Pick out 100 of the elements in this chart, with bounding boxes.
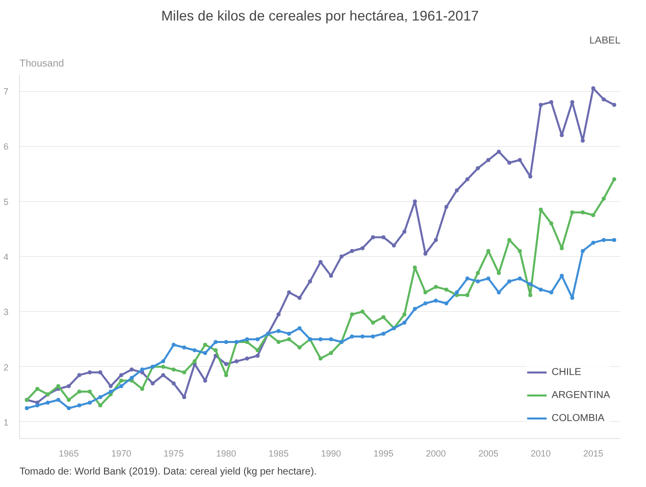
point	[402, 320, 406, 325]
point	[507, 279, 512, 284]
point	[350, 334, 354, 338]
point	[507, 238, 512, 242]
point	[465, 177, 470, 182]
point	[35, 386, 40, 391]
x-tick-label: 2000	[426, 448, 446, 458]
point	[496, 150, 501, 154]
point	[370, 334, 375, 338]
point	[580, 248, 585, 253]
y-tick-label: 2	[3, 362, 9, 372]
legend-label: CHILE	[552, 366, 582, 378]
y-tick-label: 6	[3, 142, 9, 152]
point	[161, 364, 166, 369]
point	[465, 276, 470, 281]
point	[77, 403, 82, 408]
point	[580, 138, 585, 143]
point	[454, 290, 459, 294]
point	[119, 384, 124, 388]
point	[182, 346, 186, 350]
point	[203, 378, 208, 383]
point	[486, 276, 490, 281]
point	[591, 86, 596, 90]
point	[182, 395, 186, 400]
point	[360, 246, 364, 250]
point	[476, 271, 480, 276]
point	[370, 235, 375, 240]
point	[224, 340, 228, 344]
point	[423, 301, 428, 306]
text: LABEL	[589, 36, 621, 46]
point	[318, 356, 323, 361]
legend-label: COLOMBIA	[552, 412, 604, 424]
point	[66, 398, 71, 402]
point	[560, 246, 564, 250]
x-tick-label: 2010	[530, 448, 551, 458]
point	[412, 306, 417, 311]
point	[24, 406, 29, 410]
point	[56, 398, 60, 402]
point	[140, 368, 144, 372]
y-tick-label: 3	[3, 307, 9, 318]
point	[444, 301, 448, 306]
point	[381, 332, 386, 336]
point	[276, 340, 281, 344]
point	[256, 348, 260, 352]
point	[140, 386, 144, 391]
x-tick-label: 1995	[373, 448, 394, 458]
point	[476, 166, 480, 170]
point	[486, 158, 490, 162]
point	[528, 174, 532, 179]
point	[35, 403, 40, 408]
point	[287, 290, 292, 294]
x-tick-label: 1975	[164, 448, 184, 458]
point	[434, 298, 438, 303]
point	[591, 240, 596, 245]
point	[130, 376, 134, 380]
point	[46, 400, 50, 405]
point	[496, 271, 501, 276]
point	[538, 208, 543, 212]
point	[224, 373, 228, 378]
x-tick-label: 1990	[321, 448, 342, 458]
point	[465, 293, 470, 298]
point	[538, 288, 543, 292]
x-tick-label: 1965	[58, 448, 79, 458]
point	[570, 296, 574, 300]
point	[423, 252, 428, 256]
x-tick-label: 1970	[111, 448, 132, 458]
point	[412, 199, 417, 204]
point	[602, 238, 606, 242]
point	[591, 213, 596, 218]
x-tick-label: 2015	[583, 448, 604, 458]
point	[454, 188, 459, 192]
point	[66, 384, 71, 388]
point	[518, 248, 522, 253]
point	[370, 320, 375, 325]
chart-title: Miles de kilos de cereales por hectárea, 1961-2017	[161, 8, 479, 24]
point	[108, 384, 113, 388]
point	[560, 133, 564, 138]
point	[98, 370, 102, 374]
point	[350, 312, 354, 316]
point	[612, 238, 616, 242]
point	[298, 296, 302, 300]
point	[214, 348, 218, 352]
point	[486, 248, 490, 253]
point	[570, 210, 574, 214]
point	[172, 381, 176, 386]
point	[56, 384, 60, 388]
point	[130, 368, 134, 372]
point	[298, 326, 302, 330]
point	[287, 337, 292, 342]
point	[88, 400, 92, 405]
y-tick-label: 1	[3, 417, 9, 428]
x-tick-label: 1980	[216, 448, 236, 458]
point	[66, 406, 71, 410]
point	[172, 368, 176, 372]
point	[444, 204, 448, 209]
point	[329, 337, 334, 342]
point	[256, 337, 260, 342]
point	[318, 260, 323, 264]
point	[298, 346, 302, 350]
point	[329, 351, 334, 356]
